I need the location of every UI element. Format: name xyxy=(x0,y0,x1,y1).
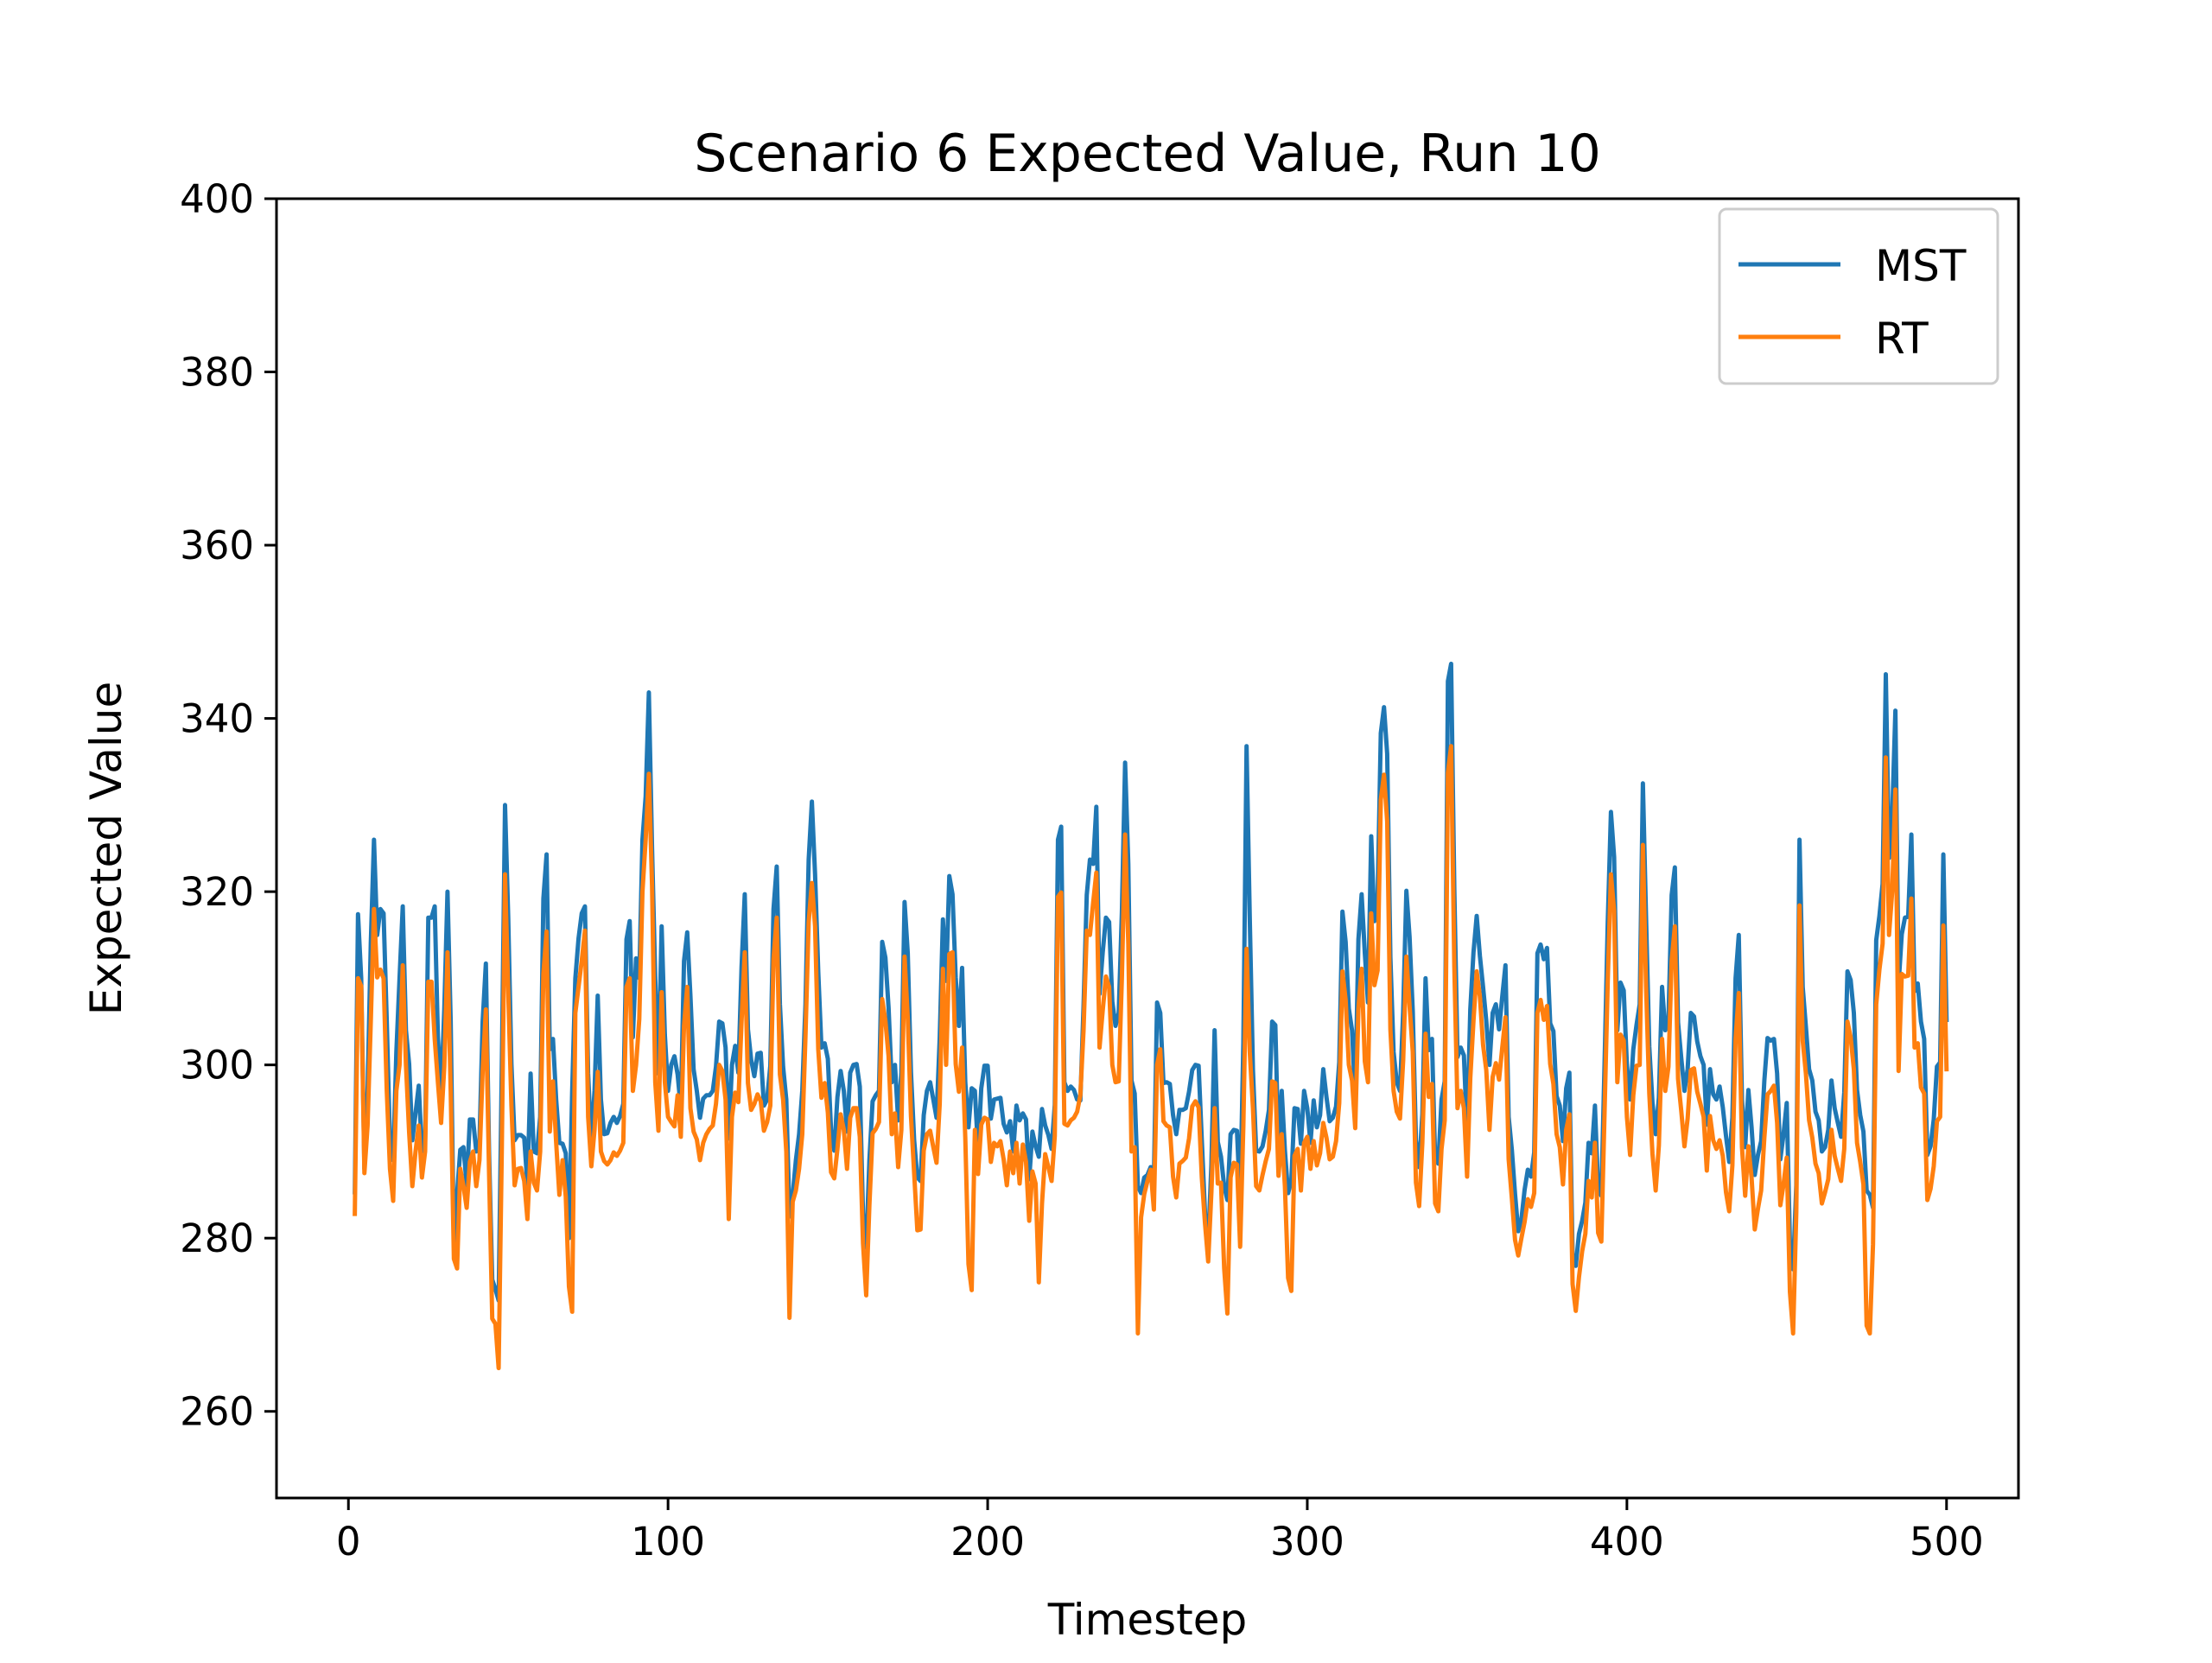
legend-label-mst: MST xyxy=(1875,241,1967,291)
y-axis-label: Expected Value xyxy=(81,682,131,1015)
legend-label-rt: RT xyxy=(1875,314,1929,364)
legend: MST RT xyxy=(1718,207,1999,385)
y-axis: 260 280 300 320 340 360 380 400 xyxy=(180,176,276,1435)
x-tick-label: 500 xyxy=(1910,1519,1984,1565)
legend-box xyxy=(1718,207,1999,385)
x-tick-label: 0 xyxy=(336,1519,361,1565)
x-tick-label: 400 xyxy=(1590,1519,1664,1565)
x-axis-label: Timestep xyxy=(1047,1595,1248,1645)
y-tick-label: 360 xyxy=(180,523,254,568)
x-tick-label: 100 xyxy=(631,1519,705,1565)
x-tick-label: 200 xyxy=(950,1519,1025,1565)
x-axis: 0 100 200 300 400 500 xyxy=(336,1498,1984,1565)
y-tick-label: 340 xyxy=(180,696,254,742)
y-tick-label: 320 xyxy=(180,869,254,915)
plot-area-frame xyxy=(275,197,2020,1500)
y-tick-label: 260 xyxy=(180,1389,254,1435)
series-layer xyxy=(353,661,1949,1371)
y-tick-label: 380 xyxy=(180,350,254,396)
series-line-mst xyxy=(353,661,1949,1303)
y-tick-label: 300 xyxy=(180,1043,254,1089)
x-tick-label: 300 xyxy=(1270,1519,1344,1565)
y-tick-label: 280 xyxy=(180,1216,254,1261)
y-tick-label: 400 xyxy=(180,176,254,222)
chart-title: Scenario 6 Expected Value, Run 10 xyxy=(694,124,1601,184)
series-line-rt xyxy=(353,744,1949,1371)
